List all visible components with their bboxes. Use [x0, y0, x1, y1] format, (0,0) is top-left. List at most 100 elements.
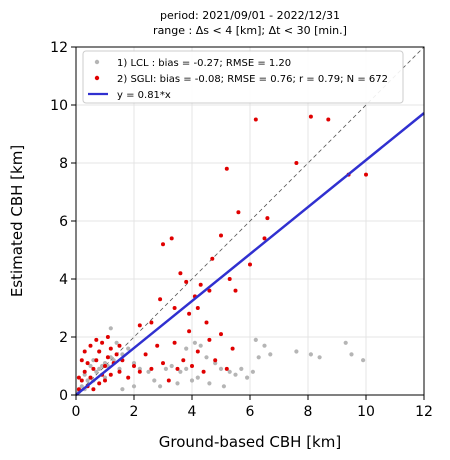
sgli-point: [181, 358, 186, 363]
one-to-one-line: [75, 46, 425, 396]
y-axis-label: Estimated CBH [km]: [8, 145, 26, 297]
sgli-point: [175, 366, 180, 371]
lcl-point: [308, 352, 313, 357]
sgli-point: [172, 340, 177, 345]
sgli-point: [195, 349, 200, 354]
sgli-point: [97, 349, 102, 354]
sgli-point: [137, 323, 142, 328]
sgli-point: [155, 343, 160, 348]
sgli-point: [187, 329, 192, 334]
lcl-point: [102, 361, 108, 366]
sgli-point: [79, 378, 84, 383]
lcl-point: [126, 346, 131, 351]
lcl-point: [253, 337, 258, 342]
sgli-point: [100, 340, 105, 345]
legend-label-lcl: 1) LCL : bias = -0.27; RMSE = 1.20: [117, 58, 291, 69]
lcl-point: [361, 358, 366, 363]
legend-marker-sgli: [94, 75, 100, 81]
sgli-point: [161, 361, 165, 366]
lcl-point: [343, 340, 348, 345]
lcl-point: [108, 326, 113, 331]
sgli-point: [326, 117, 331, 122]
sgli-point: [117, 343, 122, 348]
sgli-point: [236, 210, 241, 215]
sgli-point: [94, 358, 99, 363]
lcl-point: [239, 366, 244, 371]
sgli-point: [262, 236, 267, 241]
lcl-point: [111, 358, 116, 363]
lcl-point: [82, 372, 87, 377]
lcl-point: [79, 384, 84, 389]
lcl-point: [245, 375, 250, 380]
lcl-point: [268, 352, 273, 357]
sgli-point: [94, 337, 99, 342]
legend-marker-lcl: [94, 59, 100, 65]
sgli-point: [207, 337, 212, 342]
chart-title-line-2: range : Δs < 4 [km]; Δt < 30 [min.]: [153, 24, 347, 37]
sgli-point: [149, 366, 154, 371]
sgli-point: [207, 288, 212, 293]
sgli-point: [224, 166, 229, 171]
y-tick-label: 12: [50, 40, 68, 56]
lcl-point: [233, 372, 238, 377]
sgli-point: [308, 114, 313, 119]
sgli-point: [294, 161, 299, 165]
legend-label-sgli: 2) SGLI: bias = -0.08; RMSE = 0.76; r = …: [117, 74, 388, 85]
sgli-point: [79, 358, 84, 363]
lcl-point: [262, 343, 267, 348]
lcl-point: [146, 369, 151, 374]
lcl-point: [178, 369, 183, 374]
sgli-point: [158, 297, 163, 302]
sgli-point: [105, 335, 110, 339]
lcl-point: [97, 366, 102, 371]
fit-line: [75, 112, 425, 396]
x-tick-label: 10: [357, 404, 375, 420]
y-tick-label: 6: [59, 214, 68, 230]
sgli-point: [82, 369, 87, 374]
y-axis-ticks: 0 2 4 6 8 10 12: [50, 40, 76, 404]
lcl-point: [227, 369, 232, 374]
sgli-point: [178, 271, 183, 276]
sgli-point: [103, 378, 107, 383]
sgli-point: [76, 387, 81, 392]
lcl-point: [213, 361, 218, 366]
lcl-point: [184, 346, 189, 351]
legend-box: [82, 50, 404, 104]
sgli-point: [187, 311, 192, 316]
lcl-point: [207, 381, 212, 386]
sgli-point: [213, 358, 218, 363]
lcl-point: [294, 349, 299, 354]
sgli-point: [265, 216, 270, 221]
lcl-point: [192, 340, 197, 345]
lcl-point: [131, 384, 137, 389]
sgli-point: [105, 355, 110, 360]
lcl-point: [175, 381, 180, 386]
lcl-point: [117, 366, 122, 371]
sgli-point: [169, 236, 174, 241]
lcl-points: [76, 326, 366, 395]
sgli-point: [195, 306, 200, 310]
sgli-point: [198, 282, 203, 287]
lcl-point: [102, 375, 108, 380]
lcl-point: [131, 361, 137, 366]
sgli-point: [233, 288, 238, 293]
sgli-point: [108, 346, 113, 351]
sgli-point: [97, 381, 102, 386]
y-tick-label: 8: [59, 156, 68, 172]
sgli-point: [248, 262, 252, 267]
sgli-point: [143, 352, 148, 357]
sgli-point: [219, 233, 223, 238]
x-tick-label: 0: [72, 404, 81, 420]
lcl-point: [91, 358, 96, 363]
lcl-point: [137, 366, 142, 371]
x-tick-label: 8: [304, 404, 313, 420]
sgli-point: [132, 364, 136, 368]
x-tick-label: 6: [246, 404, 255, 420]
y-tick-label: 0: [59, 388, 68, 404]
chart-title-line-1: period: 2021/09/01 - 2022/12/31: [160, 9, 340, 22]
sgli-point: [253, 117, 258, 122]
lcl-point: [218, 366, 224, 371]
lcl-point: [195, 375, 200, 380]
sgli-point: [114, 352, 119, 357]
